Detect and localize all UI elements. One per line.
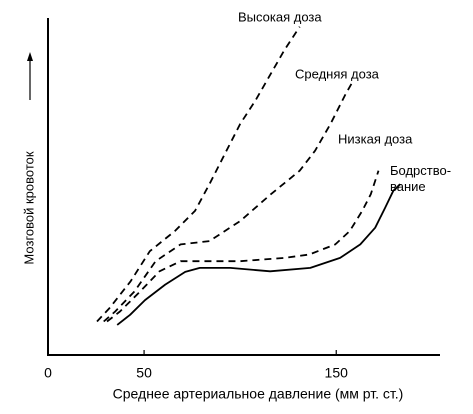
series-line [106,170,380,323]
series-label: Высокая доза [238,9,322,24]
x-tick-label: 0 [44,365,52,381]
x-tick-label: 50 [136,365,152,381]
series-label: Бодрство-вание [390,163,451,194]
x-tick-label: 150 [325,365,349,381]
y-arrow-head [27,52,33,61]
series-label: Низкая доза [338,131,413,146]
series-line [103,83,353,323]
x-axis-label: Среднее артериальное давление (мм рт. ст… [113,386,404,402]
series-label: Средняя доза [295,66,380,81]
series-line [116,183,401,326]
y-axis-label: Мозговой кровоток [21,151,36,264]
series-line [96,26,301,323]
